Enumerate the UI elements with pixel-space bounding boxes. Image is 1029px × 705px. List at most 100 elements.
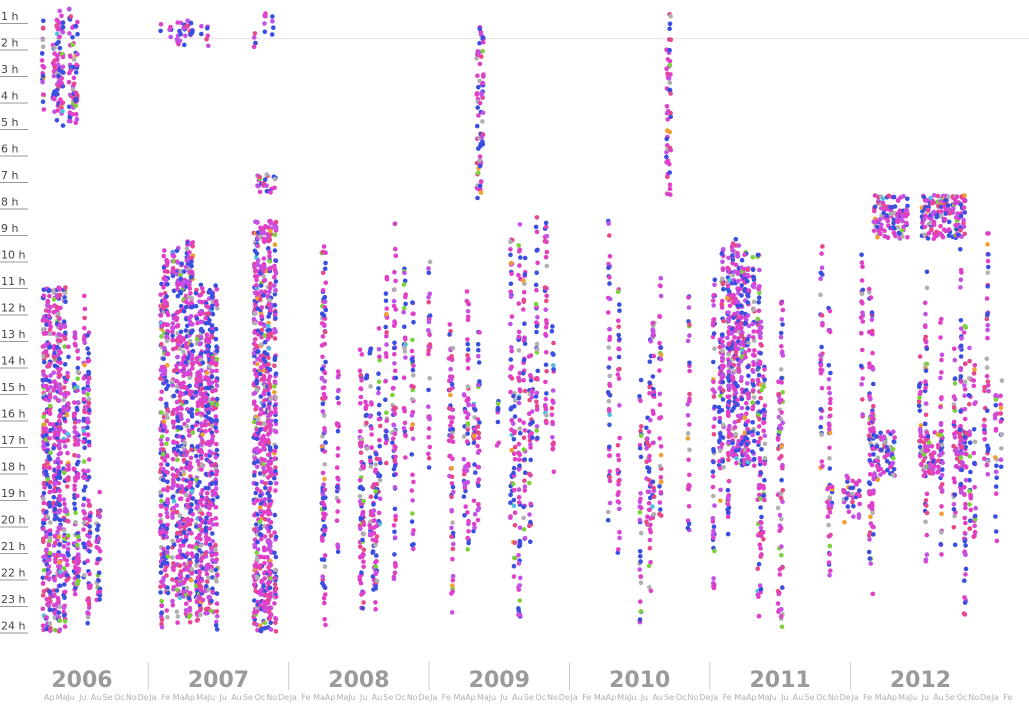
data-point: [198, 351, 204, 356]
data-point: [606, 345, 612, 350]
data-point: [70, 87, 76, 92]
data-point: [666, 76, 672, 81]
data-point: [725, 531, 731, 537]
data-point: [512, 510, 518, 516]
data-point: [175, 457, 180, 463]
data-point: [409, 356, 415, 362]
data-point: [273, 418, 279, 424]
data-point: [359, 441, 364, 446]
data-point: [213, 336, 218, 342]
data-point: [48, 304, 53, 310]
data-point: [164, 429, 169, 434]
data-point: [449, 508, 455, 513]
data-point: [174, 473, 180, 479]
data-point: [322, 322, 327, 328]
data-point: [449, 466, 455, 471]
data-point: [521, 515, 526, 521]
data-point: [55, 432, 61, 437]
data-point: [47, 621, 53, 626]
data-point: [170, 477, 176, 482]
data-point: [40, 79, 45, 85]
data-point: [376, 416, 382, 422]
data-point: [193, 303, 199, 309]
data-point: [214, 418, 219, 424]
data-point: [617, 336, 622, 342]
data-point: [370, 484, 376, 490]
data-point: [534, 324, 540, 329]
data-point: [522, 457, 527, 462]
data-point: [392, 552, 397, 557]
data-point: [268, 533, 274, 538]
data-point: [508, 357, 514, 362]
data-point: [48, 625, 53, 631]
data-point: [449, 354, 454, 359]
data-point: [85, 404, 91, 409]
data-point: [657, 415, 662, 421]
data-point: [63, 330, 68, 336]
data-point: [521, 420, 526, 426]
data-point: [175, 444, 181, 449]
data-point: [495, 405, 501, 411]
data-point: [522, 388, 528, 394]
data-point: [214, 609, 220, 614]
data-point: [174, 315, 180, 321]
data-point: [360, 606, 366, 611]
data-point: [181, 457, 187, 463]
data-point: [188, 455, 194, 461]
data-point: [52, 540, 58, 546]
data-point: [477, 183, 483, 189]
data-point: [322, 528, 328, 534]
data-point: [85, 558, 90, 564]
data-point: [320, 470, 326, 476]
data-point: [508, 252, 513, 258]
data-point: [65, 431, 70, 437]
data-point: [85, 425, 90, 430]
data-point: [87, 442, 92, 448]
data-point: [734, 456, 739, 461]
data-point: [383, 291, 389, 296]
data-point: [70, 35, 75, 40]
data-point: [165, 522, 170, 528]
data-point: [718, 498, 723, 504]
data-point: [179, 406, 184, 411]
data-point: [41, 359, 47, 365]
data-point: [273, 287, 278, 293]
data-point: [658, 352, 664, 358]
data-point: [164, 411, 169, 417]
data-point: [450, 573, 456, 579]
data-point: [686, 482, 692, 488]
data-point: [189, 488, 195, 494]
data-point: [687, 472, 692, 478]
data-point: [82, 325, 87, 331]
data-point: [268, 520, 274, 525]
data-point: [61, 605, 67, 611]
data-point: [214, 522, 219, 527]
data-point: [187, 250, 192, 255]
data-point: [159, 617, 165, 622]
data-point: [61, 405, 66, 410]
data-point: [711, 394, 717, 400]
data-point: [402, 324, 407, 330]
data-point: [607, 444, 612, 450]
data-point: [475, 195, 480, 201]
data-point: [533, 224, 539, 230]
data-point: [252, 311, 258, 316]
data-point: [254, 574, 260, 579]
data-point: [213, 480, 219, 486]
data-point: [61, 439, 67, 444]
data-point: [321, 583, 327, 588]
y-tick-label: 3 h: [1, 63, 18, 76]
data-point: [206, 485, 211, 491]
data-point: [516, 608, 522, 613]
data-points: [39, 6, 1005, 634]
data-point: [476, 435, 482, 441]
data-point: [739, 257, 745, 263]
data-point: [187, 606, 192, 612]
data-point: [171, 393, 177, 399]
data-point: [62, 619, 68, 624]
data-point: [193, 422, 199, 428]
data-point: [55, 91, 60, 97]
data-point: [481, 72, 486, 77]
data-point: [551, 440, 556, 446]
data-point: [725, 514, 731, 520]
